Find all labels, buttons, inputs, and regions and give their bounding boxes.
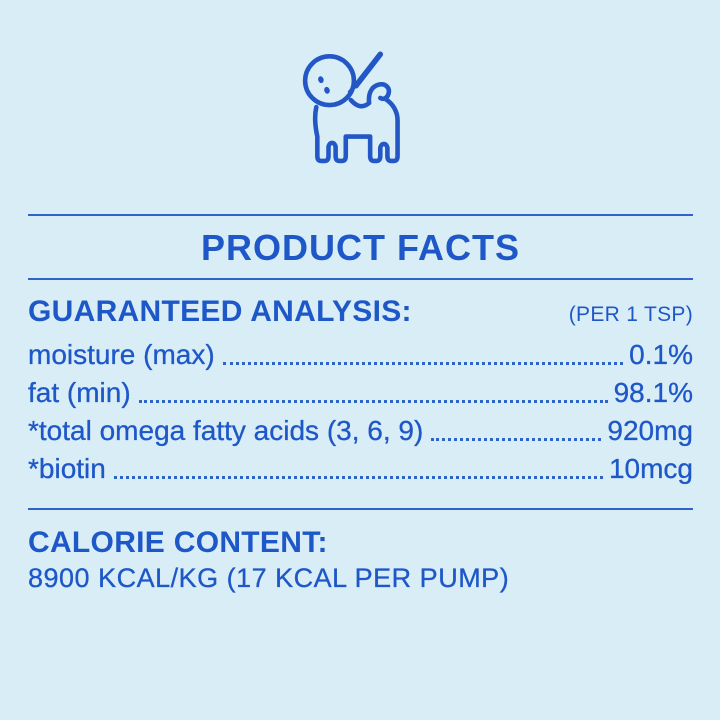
analysis-row-label: *total omega fatty acids (3, 6, 9) [28,415,424,446]
analysis-row-value: 98.1% [613,377,693,408]
analysis-row: fat (min) 98.1% [28,374,693,412]
calorie-content-heading: CALORIE CONTENT: [28,526,328,559]
product-facts-title: PRODUCT FACTS [201,227,520,268]
serving-size-note: (PER 1 TSP) [568,303,693,326]
dot-leader [113,476,603,479]
dog-eye [323,86,330,94]
analysis-row: *total omega fatty acids (3, 6, 9) 920mg [28,412,693,450]
analysis-row-value: 920mg [607,415,693,446]
divider-title-bottom [28,278,693,280]
analysis-row-label: fat (min) [28,377,131,408]
divider-top [28,214,693,216]
analysis-row-value: 10mcg [608,453,693,484]
dot-leader [222,362,624,365]
analysis-rows: moisture (max) 0.1% fat (min) 98.1% *tot… [28,336,693,488]
dog-with-comb-illustration [302,51,400,164]
analysis-row: *biotin 10mcg [28,450,693,488]
calorie-content-value: 8900 KCAL/KG (17 KCAL PER PUMP) [28,563,510,593]
guaranteed-analysis-heading: GUARANTEED ANALYSIS: [28,295,412,328]
analysis-row-label: *biotin [28,453,106,484]
analysis-row-label: moisture (max) [28,339,215,370]
dog-eye [317,76,324,84]
dog-head [302,54,356,108]
dog-body [312,82,400,164]
analysis-row-value: 0.1% [629,339,693,370]
analysis-row: moisture (max) 0.1% [28,336,693,374]
guaranteed-analysis-header: GUARANTEED ANALYSIS: (PER 1 TSP) [28,292,693,332]
dot-leader [138,400,608,403]
dot-leader [431,438,602,441]
divider-calorie [28,508,693,510]
